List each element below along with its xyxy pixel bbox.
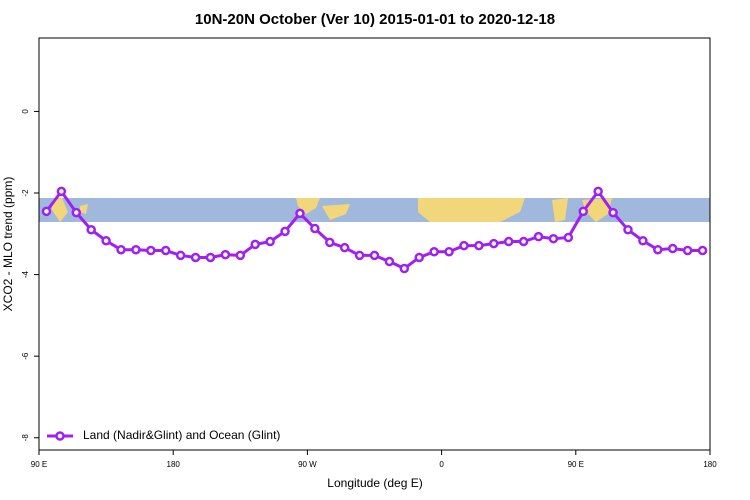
x-tick-label: 90 E <box>31 460 47 469</box>
data-point <box>489 238 499 249</box>
legend-label: Land (Nadir&Glint) and Ocean (Glint) <box>83 428 280 442</box>
data-point <box>310 223 320 234</box>
x-tick-label: 180 <box>703 460 717 469</box>
data-point <box>280 226 290 237</box>
data-point <box>384 256 395 267</box>
data-point <box>638 235 648 246</box>
data-point <box>518 236 529 247</box>
data-point <box>220 249 231 260</box>
data-point <box>131 244 141 255</box>
y-tick-label: -2 <box>21 189 30 197</box>
data-point <box>503 236 514 247</box>
data-point <box>295 208 305 219</box>
data-point <box>623 224 633 235</box>
y-axis-label: XCO2 - MLO trend (ppm) <box>1 177 15 312</box>
chart-title: 10N-20N October (Ver 10) 2015-01-01 to 2… <box>195 11 555 28</box>
data-point <box>697 245 708 256</box>
x-tick-label: 90 E <box>568 460 584 469</box>
data-point <box>56 186 67 197</box>
data-point <box>369 250 380 261</box>
data-point <box>667 243 678 254</box>
data-point <box>146 245 156 256</box>
data-point <box>459 240 469 251</box>
data-point <box>101 235 111 246</box>
x-tick-label: 180 <box>167 460 181 469</box>
plot-frame <box>38 37 711 451</box>
data-point <box>250 239 260 250</box>
x-tick-label: 0 <box>439 460 444 469</box>
data-point <box>190 252 201 263</box>
data-point <box>354 250 365 261</box>
x-axis-label: Longitude (deg E) <box>327 476 422 490</box>
data-point <box>429 247 439 257</box>
map-band <box>39 198 710 222</box>
data-point <box>175 250 186 261</box>
data-point <box>533 231 544 242</box>
data-point <box>578 206 589 217</box>
data-point <box>653 244 663 255</box>
data-point <box>682 245 693 256</box>
data-point <box>86 224 96 235</box>
data-point <box>399 263 410 274</box>
data-point <box>160 245 171 256</box>
data-point <box>608 207 618 218</box>
data-point <box>41 206 52 217</box>
data-point <box>563 232 574 243</box>
x-tick-label: 90 W <box>298 460 317 469</box>
data-point <box>235 250 246 261</box>
data-point <box>265 236 275 247</box>
data-point <box>548 233 559 244</box>
data-point <box>474 240 484 251</box>
y-tick-label: -4 <box>21 270 30 278</box>
data-point <box>444 247 454 257</box>
data-point <box>593 186 603 197</box>
data-point <box>116 244 126 255</box>
data-point <box>414 252 424 263</box>
legend-marker <box>55 431 65 441</box>
y-tick-label: 0 <box>21 109 30 114</box>
data-point <box>339 242 350 253</box>
data-point <box>205 252 216 263</box>
y-tick-label: -6 <box>21 352 30 360</box>
data-point <box>325 237 335 248</box>
y-tick-label: -8 <box>21 434 30 442</box>
data-point <box>71 207 82 218</box>
